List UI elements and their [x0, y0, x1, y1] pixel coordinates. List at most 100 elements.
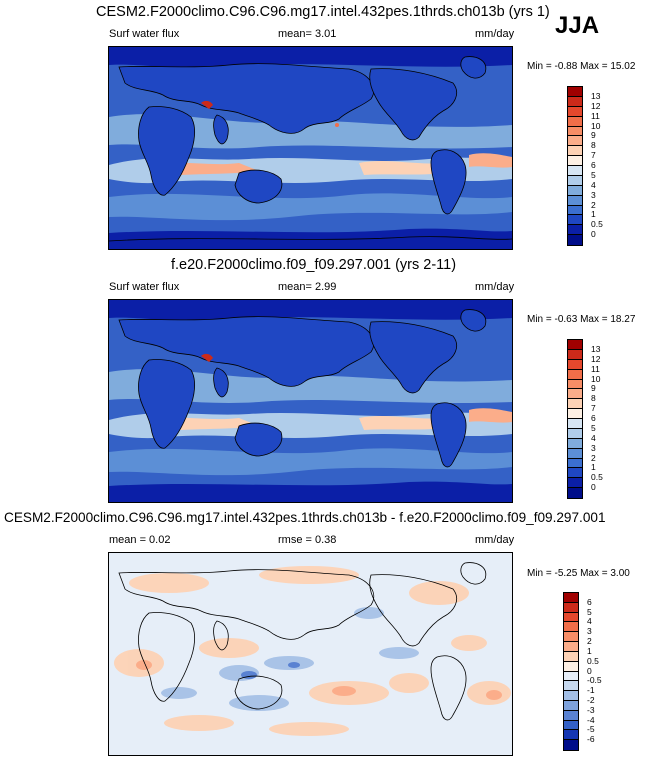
south-america-outline: [430, 149, 467, 215]
season-label: JJA: [555, 12, 600, 39]
south-america-outline: [430, 402, 467, 468]
panel-2-units: mm/day: [475, 281, 515, 293]
colorbar-tick-label: 6: [587, 596, 592, 607]
colorbar-swatch: [564, 720, 578, 731]
colorbar-swatch: [568, 235, 582, 245]
colorbar-tick-label: 4: [591, 432, 596, 443]
colorbar-tick-label: -6: [587, 734, 595, 745]
colorbar-swatch: [568, 359, 582, 370]
colorbar-swatch: [564, 632, 578, 643]
colorbar-swatch: [568, 96, 582, 107]
colorbar-tick-label: 1: [591, 462, 596, 473]
subtropical-band-north: [109, 369, 512, 403]
colorbar-swatch: [568, 419, 582, 429]
colorbar-tick-label: 0: [587, 665, 592, 676]
panel-1-colorbar: [567, 86, 583, 246]
colorbar-tick-label: 7: [591, 150, 596, 161]
colorbar-tick-label: 0: [591, 229, 596, 240]
africa-outline: [138, 612, 195, 702]
colorbar-swatch: [564, 691, 578, 701]
colorbar-tick-label: 11: [591, 363, 600, 374]
colorbar-swatch: [568, 349, 582, 360]
panel-3-units: mm/day: [475, 534, 515, 546]
colorbar-swatch: [564, 671, 578, 682]
strong-negative-anomaly: [241, 662, 300, 679]
atlantic-itcz-core: [469, 408, 512, 423]
north-america-outline: [369, 321, 457, 394]
eurasia-outline: [118, 569, 375, 640]
southern-band: [109, 193, 512, 221]
colorbar-tick-label: -4: [587, 714, 595, 725]
colorbar-swatch: [564, 661, 578, 672]
panel-1-minmax: Min = -0.88 Max = 15.02: [527, 61, 636, 72]
colorbar-tick-label: 10: [591, 120, 601, 131]
panel-1-title: CESM2.F2000climo.C96.C96.mg17.intel.432p…: [96, 4, 550, 20]
colorbar-tick-label: 0.5: [591, 219, 603, 230]
panel-3-title: CESM2.F2000climo.C96.C96.mg17.intel.432p…: [4, 510, 606, 525]
colorbar-tick-label: -2: [587, 694, 595, 705]
colorbar-tick-label: 9: [591, 383, 596, 394]
colorbar-tick-label: -5: [587, 724, 595, 735]
colorbar-swatch: [568, 185, 582, 196]
north-america-outline: [369, 68, 457, 141]
colorbar-swatch: [568, 438, 582, 449]
colorbar-tick-label: 6: [591, 413, 596, 423]
colorbar-swatch: [564, 622, 578, 633]
colorbar-swatch: [564, 740, 578, 750]
colorbar-swatch: [568, 166, 582, 176]
polar-south: [109, 481, 512, 502]
colorbar-swatch: [568, 126, 582, 137]
colorbar-tick-label: 2: [591, 199, 596, 210]
colorbar-swatch: [568, 116, 582, 127]
colorbar-swatch: [568, 488, 582, 498]
australia-outline: [234, 422, 283, 457]
colorbar-swatch: [568, 205, 582, 216]
colorbar-swatch: [568, 428, 582, 439]
colorbar-tick-label: 0.5: [587, 655, 599, 666]
colorbar-tick-label: 11: [591, 110, 600, 121]
australia-outline: [234, 169, 283, 204]
colorbar-swatch: [568, 136, 582, 147]
colorbar-tick-label: 12: [591, 353, 601, 364]
colorbar-tick-label: -3: [587, 704, 595, 715]
colorbar-tick-label: 4: [591, 179, 596, 190]
colorbar-swatch: [568, 468, 582, 479]
monsoon-maximum: [201, 353, 213, 362]
colorbar-tick-label: 12: [591, 100, 601, 111]
colorbar-swatch: [564, 730, 578, 741]
colorbar-swatch: [568, 225, 582, 236]
colorbar-tick-label: 4: [587, 616, 592, 627]
colorbar-swatch: [568, 379, 582, 390]
colorbar-tick-label: 0.5: [591, 472, 603, 483]
polar-south: [109, 228, 512, 249]
colorbar-tick-label: 9: [591, 130, 596, 141]
panel-2-map: [108, 299, 513, 503]
colorbar-tick-label: -1: [587, 685, 595, 696]
panel-3-minmax: Min = -5.25 Max = 3.00: [527, 568, 630, 579]
colorbar-tick-label: 10: [591, 373, 601, 384]
colorbar-swatch: [568, 87, 582, 97]
colorbar-tick-label: 13: [591, 343, 601, 354]
colorbar-swatch: [568, 369, 582, 380]
panel-2-variable-label: Surf water flux: [109, 281, 180, 293]
colorbar-tick-label: 8: [591, 393, 596, 404]
india-outline: [213, 367, 229, 398]
panel-1-map: [108, 46, 513, 250]
hawaii-dot: [335, 123, 339, 127]
polar-north: [109, 300, 512, 321]
australia-outline: [234, 675, 283, 710]
colorbar-swatch: [564, 651, 578, 662]
panel-3-colorbar: [563, 592, 579, 751]
panel-1-units: mm/day: [475, 28, 515, 40]
panel-3-rmse: rmse = 0.38: [278, 534, 337, 546]
colorbar-swatch: [568, 146, 582, 157]
south-america-outline: [430, 655, 467, 721]
panel-1-variable-label: Surf water flux: [109, 28, 180, 40]
colorbar-tick-label: 7: [591, 403, 596, 414]
colorbar-swatch: [564, 602, 578, 613]
colorbar-swatch: [568, 106, 582, 117]
panel-2-title: f.e20.F2000climo.f09_f09.297.001 (yrs 2-…: [171, 257, 457, 273]
colorbar-swatch: [568, 478, 582, 489]
greenland-outline: [460, 562, 487, 585]
colorbar-swatch: [564, 710, 578, 721]
